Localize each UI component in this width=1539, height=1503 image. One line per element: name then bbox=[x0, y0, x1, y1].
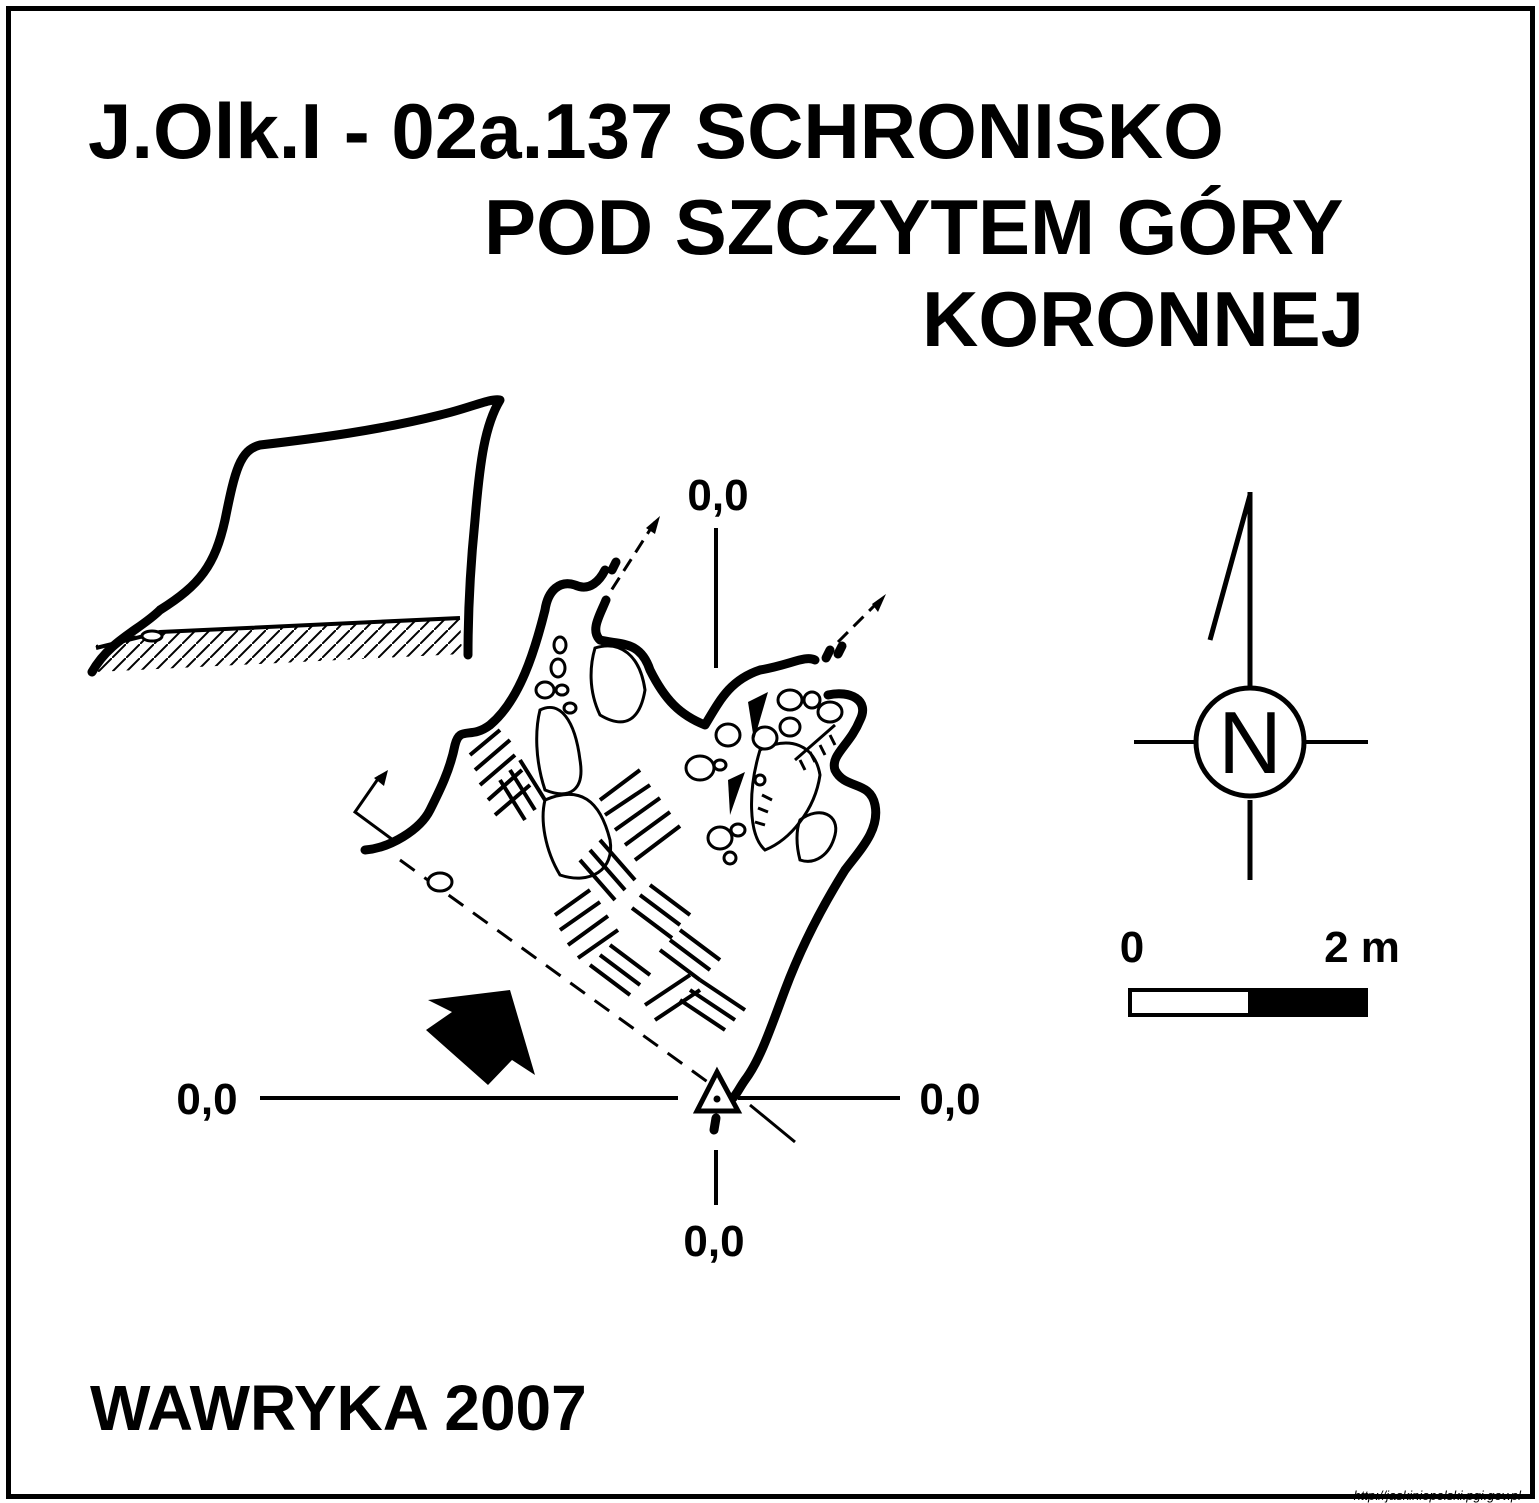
north-arrow-icon bbox=[1134, 492, 1368, 880]
entrance-arrow-icon bbox=[426, 990, 535, 1085]
title-line-2: POD SZCZYTEM GÓRY bbox=[484, 183, 1344, 271]
title-line-1: J.Olk.I - 02a.137 SCHRONISKO bbox=[88, 87, 1224, 175]
datum-triangle-icon bbox=[692, 1066, 743, 1114]
title-line-3: KORONNEJ bbox=[922, 275, 1365, 363]
datum-cross bbox=[260, 528, 900, 1205]
datum-label-right: 0,0 bbox=[919, 1075, 980, 1124]
cave-plan bbox=[352, 516, 886, 1144]
datum-label-bottom: 0,0 bbox=[683, 1217, 744, 1266]
datum-label-top: 0,0 bbox=[687, 471, 748, 520]
scale-start-label: 0 bbox=[1120, 923, 1144, 972]
datum-label-left: 0,0 bbox=[176, 1075, 237, 1124]
source-url: http://jaskiniepolski.pgi.gov.pl bbox=[1353, 1488, 1521, 1503]
author-credit: WAWRYKA 2007 bbox=[90, 1372, 587, 1444]
map-frame bbox=[6, 6, 1535, 1499]
scale-end-label: 2 m bbox=[1324, 923, 1400, 972]
north-label: N bbox=[1218, 693, 1282, 792]
scale-bar-icon bbox=[1128, 988, 1368, 1017]
cave-cross-section bbox=[87, 395, 505, 677]
